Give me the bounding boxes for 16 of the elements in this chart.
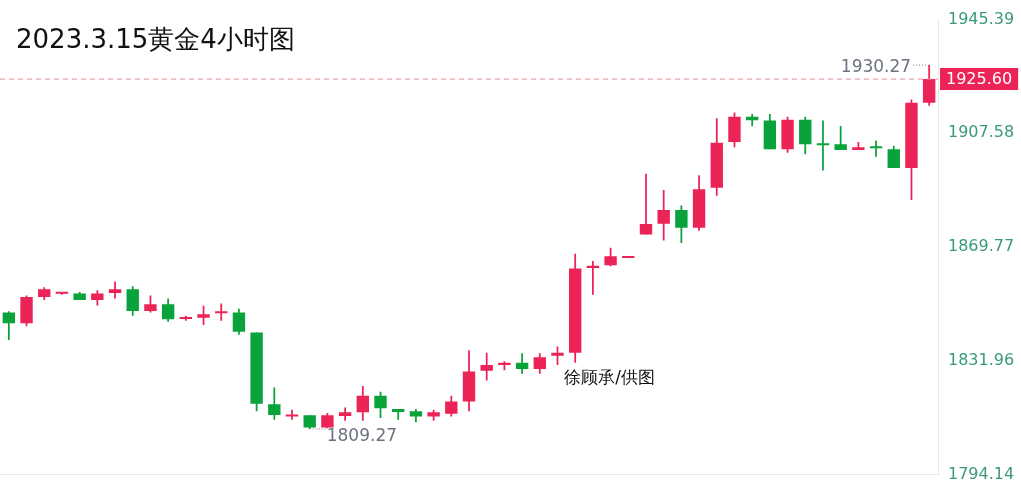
candlestick bbox=[869, 140, 883, 157]
y-tick-label: 1907.58 bbox=[948, 122, 1015, 142]
candlestick bbox=[816, 120, 830, 171]
annotation: 1809.27 bbox=[326, 425, 398, 446]
chart-title: 2023.3.15黄金4小时图 bbox=[16, 23, 295, 56]
candlestick bbox=[215, 303, 228, 321]
candlestick bbox=[586, 261, 600, 295]
annotation: 徐顾承/供图 bbox=[564, 367, 656, 388]
candlestick bbox=[108, 281, 122, 299]
candlestick bbox=[639, 173, 653, 235]
ref-line-label: 1925.60 bbox=[946, 69, 1013, 89]
y-tick-label: 1831.96 bbox=[948, 349, 1015, 369]
y-tick-label: 1869.77 bbox=[948, 236, 1015, 256]
annotation: 1930.27 bbox=[840, 56, 912, 77]
y-tick-label: 1794.14 bbox=[948, 463, 1015, 483]
y-tick-label: 1945.39 bbox=[948, 8, 1015, 28]
